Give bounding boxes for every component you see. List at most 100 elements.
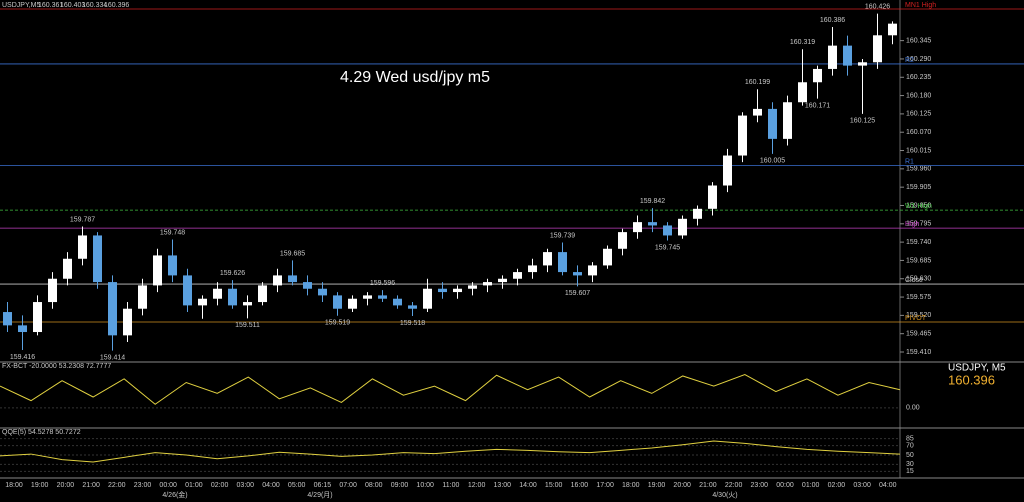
candle-body <box>843 45 852 66</box>
x-tick-label: 22:00 <box>108 482 126 489</box>
high-annotation: 160.199 <box>745 79 770 86</box>
candle-body <box>603 248 612 266</box>
low-annotation: 160.005 <box>760 158 785 165</box>
qqe-title: QQE(5) 54.5278 50.7272 <box>2 429 81 436</box>
y-tick-label: 159.520 <box>906 312 931 319</box>
x-tick-label: 00:00 <box>776 482 794 489</box>
candle-body <box>783 102 792 139</box>
candle-body <box>228 288 237 306</box>
low-annotation: 159.607 <box>565 290 590 297</box>
candle-body <box>363 295 372 299</box>
candle-body <box>678 218 687 236</box>
header-close: 160.396 <box>104 2 129 9</box>
candle-body <box>468 285 477 289</box>
y-tick-label: 159.465 <box>906 331 931 338</box>
y-tick-label: 159.850 <box>906 202 931 209</box>
candle-body <box>618 232 627 249</box>
candle-body <box>753 108 762 116</box>
candle-body <box>738 115 747 156</box>
level-label: W1 High <box>905 203 932 210</box>
candle-body <box>828 45 837 69</box>
x-tick-label: 12:00 <box>468 482 486 489</box>
candle-body <box>513 272 522 279</box>
y-tick-label: 159.960 <box>906 166 931 173</box>
x-tick-label: 01:00 <box>802 482 820 489</box>
osc-line <box>0 373 901 405</box>
y-tick-label: 159.685 <box>906 257 931 264</box>
candle-body <box>198 298 207 306</box>
low-annotation: 159.416 <box>10 354 35 361</box>
candle-body <box>243 302 252 306</box>
high-annotation: 160.319 <box>790 39 815 46</box>
low-annotation: 159.414 <box>100 355 125 362</box>
candle-body <box>873 35 882 63</box>
candle-body <box>213 288 222 299</box>
candle-body <box>663 225 672 236</box>
candle-body <box>303 282 312 289</box>
low-annotation: 159.518 <box>400 320 425 327</box>
high-annotation: 159.842 <box>640 198 665 205</box>
x-tick-label: 09:00 <box>391 482 409 489</box>
candle-body <box>258 285 267 303</box>
candle-body <box>183 275 192 306</box>
x-tick-label: 03:00 <box>853 482 871 489</box>
x-tick-label: 01:00 <box>185 482 203 489</box>
candle-body <box>378 295 387 299</box>
level-label: R1 <box>905 158 914 165</box>
panel-symbol: USDJPY, M5 <box>948 363 1006 374</box>
candle-body <box>648 222 657 226</box>
candle-body <box>123 308 132 336</box>
low-annotation: 160.125 <box>850 118 875 125</box>
header-low: 160.334 <box>82 2 107 9</box>
candle-body <box>168 255 177 276</box>
x-tick-label: 18:00 <box>622 482 640 489</box>
candle-body <box>528 265 537 273</box>
candle-body <box>543 252 552 266</box>
candle-body <box>708 185 717 209</box>
y-tick-label: 159.795 <box>906 221 931 228</box>
candle-body <box>453 288 462 293</box>
high-annotation: 159.685 <box>280 250 305 257</box>
header-high: 160.403 <box>60 2 85 9</box>
chart-title: 4.29 Wed usd/jpy m5 <box>340 69 490 86</box>
level-label: MN1 High <box>905 2 936 9</box>
candle-body <box>348 298 357 309</box>
candle-body <box>33 302 42 333</box>
x-tick-label: 03:00 <box>237 482 255 489</box>
candle-body <box>78 235 87 259</box>
y-tick-label: 159.575 <box>906 294 931 301</box>
low-annotation: 159.745 <box>655 244 680 251</box>
y-tick-label: 160.345 <box>906 37 931 44</box>
osc-title: FX-BCT -20.0000 53.2308 72.7777 <box>2 363 111 370</box>
y-tick-label: 160.015 <box>906 147 931 154</box>
high-annotation: 160.426 <box>865 3 890 10</box>
current-price: 160.396 <box>948 372 995 387</box>
y-tick-label: 70 <box>906 443 914 450</box>
x-tick-label: 02:00 <box>828 482 846 489</box>
level-label: Close <box>905 277 923 284</box>
x-tick-label: 06:15 <box>314 482 332 489</box>
candle-body <box>3 312 12 326</box>
y-tick-label: 159.410 <box>906 349 931 356</box>
x-tick-label: 13:00 <box>494 482 512 489</box>
candle-body <box>63 258 72 279</box>
y-tick-label: 160.235 <box>906 74 931 81</box>
candle-body <box>483 282 492 286</box>
candle-body <box>333 295 342 309</box>
candle-body <box>423 288 432 309</box>
candle-body <box>408 305 417 309</box>
low-annotation: 159.519 <box>325 320 350 327</box>
candle-body <box>888 23 897 36</box>
y-tick-label: 160.290 <box>906 56 931 63</box>
candle-body <box>573 272 582 276</box>
y-tick-label: 30 <box>906 461 914 468</box>
low-annotation: 160.171 <box>805 102 830 109</box>
candle-body <box>138 285 147 309</box>
x-tick-label: 20:00 <box>673 482 691 489</box>
candle-body <box>813 68 822 83</box>
header: USDJPY,M5 160.361 160.403 160.334 160.39… <box>2 2 129 9</box>
y-tick-label: 50 <box>906 452 914 459</box>
high-annotation: 159.626 <box>220 270 245 277</box>
candle-body <box>288 275 297 283</box>
